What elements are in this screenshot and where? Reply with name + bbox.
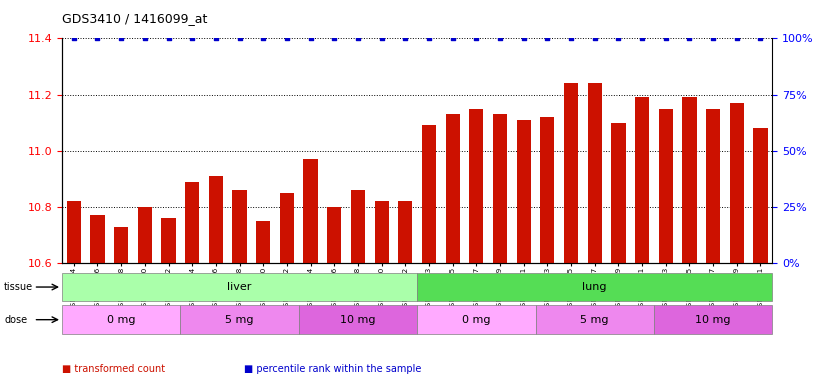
Bar: [374, 201, 389, 263]
Point: [564, 35, 577, 41]
Bar: [114, 227, 128, 263]
Bar: [422, 126, 436, 263]
Bar: [351, 190, 365, 263]
Text: 0 mg: 0 mg: [107, 314, 135, 325]
Point: [138, 35, 151, 41]
Text: 0 mg: 0 mg: [462, 314, 491, 325]
Bar: [185, 182, 199, 263]
Text: ■ percentile rank within the sample: ■ percentile rank within the sample: [244, 364, 421, 374]
Text: ■ transformed count: ■ transformed count: [62, 364, 165, 374]
Point: [351, 35, 364, 41]
Point: [683, 35, 696, 41]
Point: [659, 35, 672, 41]
Point: [706, 35, 719, 41]
Point: [493, 35, 506, 41]
Text: GDS3410 / 1416099_at: GDS3410 / 1416099_at: [62, 12, 207, 25]
Text: 5 mg: 5 mg: [581, 314, 609, 325]
Bar: [445, 114, 460, 263]
Bar: [138, 207, 152, 263]
Bar: [90, 215, 105, 263]
Point: [91, 35, 104, 41]
Bar: [753, 128, 767, 263]
Text: liver: liver: [227, 282, 252, 292]
Bar: [611, 122, 625, 263]
Point: [730, 35, 743, 41]
Bar: [564, 83, 578, 263]
Point: [209, 35, 222, 41]
Bar: [658, 109, 673, 263]
Point: [517, 35, 530, 41]
Point: [422, 35, 435, 41]
Bar: [417, 305, 535, 334]
Point: [257, 35, 270, 41]
Text: tissue: tissue: [4, 282, 33, 292]
Bar: [706, 109, 720, 263]
Text: 10 mg: 10 mg: [340, 314, 376, 325]
Bar: [232, 190, 247, 263]
Bar: [161, 218, 176, 263]
Point: [470, 35, 483, 41]
Bar: [493, 114, 507, 263]
Point: [280, 35, 293, 41]
Point: [375, 35, 388, 41]
Point: [541, 35, 554, 41]
Bar: [256, 221, 270, 263]
Point: [588, 35, 601, 41]
Point: [186, 35, 199, 41]
Bar: [469, 109, 483, 263]
Bar: [398, 201, 412, 263]
Bar: [62, 305, 180, 334]
Text: 5 mg: 5 mg: [225, 314, 254, 325]
Bar: [327, 207, 341, 263]
Bar: [180, 305, 299, 334]
Bar: [635, 98, 649, 263]
Bar: [209, 176, 223, 263]
Text: 10 mg: 10 mg: [695, 314, 731, 325]
Point: [635, 35, 648, 41]
Bar: [280, 193, 294, 263]
Bar: [654, 305, 772, 334]
Point: [328, 35, 341, 41]
Bar: [540, 117, 554, 263]
Text: lung: lung: [582, 282, 607, 292]
Point: [399, 35, 412, 41]
Bar: [62, 273, 417, 301]
Point: [612, 35, 625, 41]
Bar: [587, 83, 602, 263]
Point: [162, 35, 175, 41]
Point: [67, 35, 80, 41]
Bar: [516, 120, 531, 263]
Point: [754, 35, 767, 41]
Bar: [417, 273, 772, 301]
Bar: [299, 305, 417, 334]
Bar: [303, 159, 318, 263]
Point: [446, 35, 459, 41]
Point: [115, 35, 128, 41]
Bar: [535, 305, 654, 334]
Bar: [67, 201, 81, 263]
Point: [233, 35, 246, 41]
Bar: [729, 103, 744, 263]
Point: [304, 35, 317, 41]
Text: dose: dose: [4, 314, 27, 325]
Bar: [682, 98, 696, 263]
